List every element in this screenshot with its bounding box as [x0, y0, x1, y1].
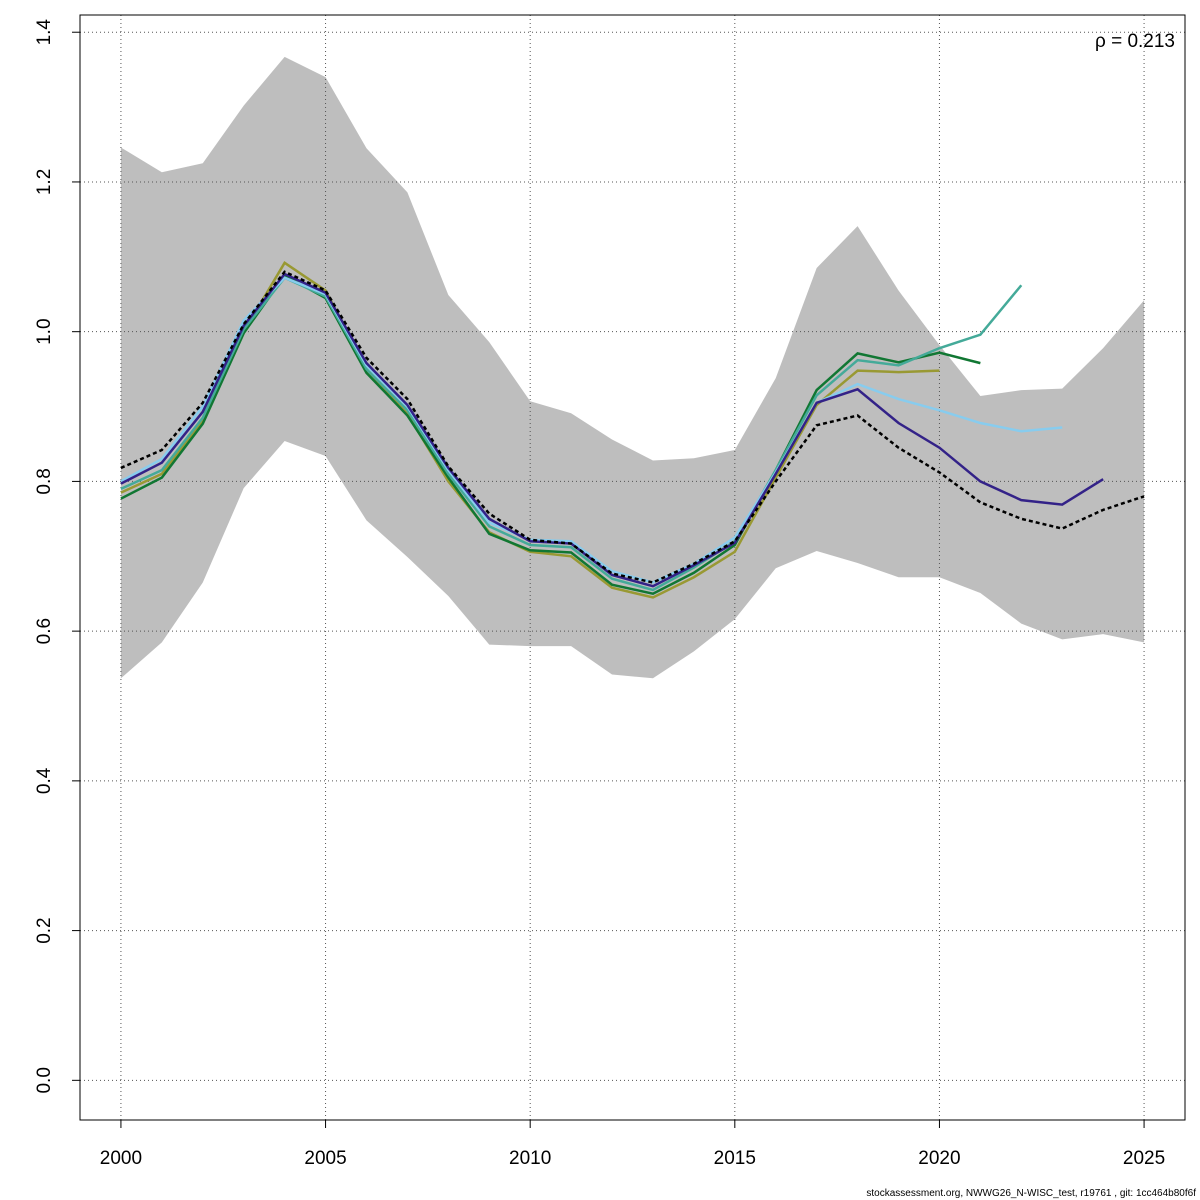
x-tick-label: 2005 [304, 1148, 346, 1169]
series-line [120, 272, 1104, 588]
y-tick-label: 1.4 [34, 19, 55, 46]
x-tick-label: 2025 [1123, 1148, 1165, 1169]
confidence-band [120, 56, 1145, 679]
y-tick-label: 0.6 [34, 618, 55, 644]
x-tick-label: 2010 [509, 1148, 551, 1169]
y-tick-label: 1.0 [34, 318, 55, 344]
y-tick-label: 0.0 [34, 1067, 55, 1093]
y-tick-label: 0.8 [34, 468, 55, 494]
y-tick-label: 1.2 [34, 169, 55, 195]
x-tick-label: 2015 [714, 1148, 756, 1169]
y-tick-label: 0.4 [34, 767, 55, 794]
x-tick-label: 2020 [918, 1148, 960, 1169]
footer: stockassessment.org, NWWG26_N-WISC_test,… [866, 1188, 1196, 1199]
series-line [120, 276, 1023, 592]
y-tick-label: 0.2 [34, 917, 55, 943]
plot-frame [79, 14, 1186, 1121]
series-line [120, 276, 1063, 584]
x-tick-label: 2000 [100, 1148, 142, 1169]
annotation: ρ = 0.213 [1095, 31, 1175, 52]
series-line [120, 270, 1145, 584]
